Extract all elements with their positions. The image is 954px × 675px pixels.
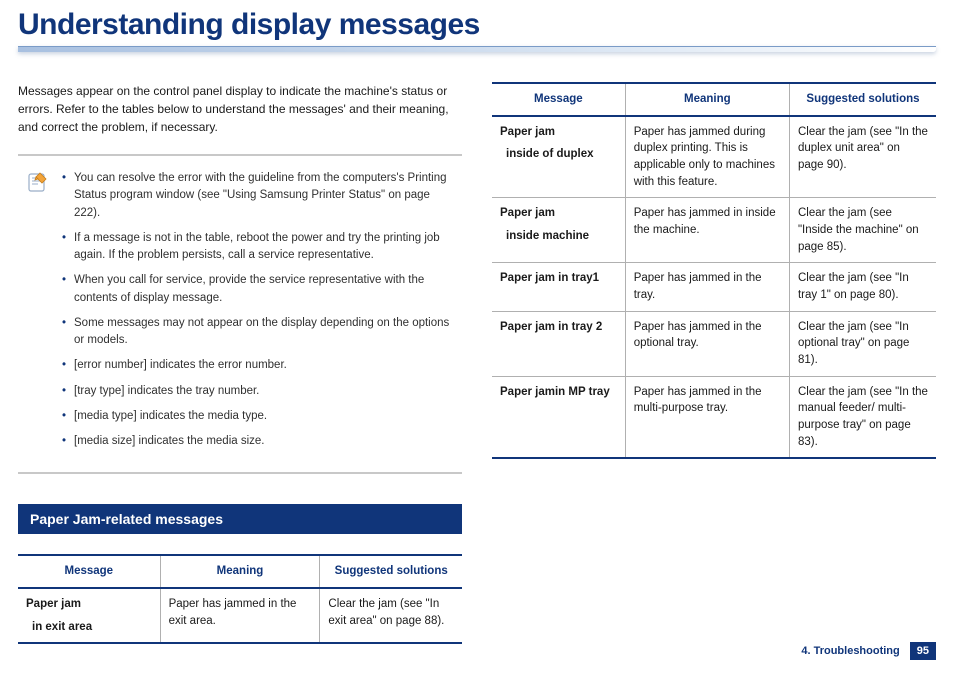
cell-message: Paper jam in tray 2 [492,311,625,376]
note-list: You can resolve the error with the guide… [60,170,454,458]
cell-meaning: Paper has jammed in the tray. [625,263,789,311]
cell-message: Paper jam in exit area [18,588,160,643]
table-row: Paper jam inside machine Paper has jamme… [492,198,936,263]
cell-message: Paper jam inside machine [492,198,625,263]
table-header-meaning: Meaning [625,83,789,116]
cell-solutions: Clear the jam (see "In exit area" on pag… [320,588,462,643]
cell-message: Paper jam inside of duplex [492,116,625,198]
messages-table-right: Message Meaning Suggested solutions Pape… [492,82,936,459]
note-item: [error number] indicates the error numbe… [60,357,454,374]
note-item: When you call for service, provide the s… [60,272,454,307]
messages-table-left: Message Meaning Suggested solutions Pape… [18,554,462,644]
cell-meaning: Paper has jammed during duplex printing.… [625,116,789,198]
note-item: Some messages may not appear on the disp… [60,315,454,350]
footer-chapter: 4. Troubleshooting [801,645,899,657]
table-row: Paper jam in tray1 Paper has jammed in t… [492,263,936,311]
cell-message: Paper jamin MP tray [492,376,625,458]
two-column-layout: Messages appear on the control panel dis… [18,82,936,644]
right-column: Message Meaning Suggested solutions Pape… [492,82,936,644]
cell-message: Paper jam in tray1 [492,263,625,311]
cell-meaning: Paper has jammed in the multi-purpose tr… [625,376,789,458]
cell-solutions: Clear the jam (see "In the manual feeder… [789,376,936,458]
note-item: [tray type] indicates the tray number. [60,383,454,400]
page-title: Understanding display messages [18,8,936,42]
cell-solutions: Clear the jam (see "Inside the machine" … [789,198,936,263]
table-row: Paper jam in exit area Paper has jammed … [18,588,462,643]
section-heading: Paper Jam-related messages [18,504,462,534]
table-row: Paper jam in tray 2 Paper has jammed in … [492,311,936,376]
cell-meaning: Paper has jammed in inside the machine. [625,198,789,263]
page-container: Understanding display messages Messages … [0,0,954,644]
table-header-message: Message [18,555,160,588]
left-column: Messages appear on the control panel dis… [18,82,462,644]
table-header-solutions: Suggested solutions [789,83,936,116]
note-icon [26,170,50,194]
note-item: You can resolve the error with the guide… [60,170,454,222]
table-header-message: Message [492,83,625,116]
note-item: [media size] indicates the media size. [60,433,454,450]
intro-paragraph: Messages appear on the control panel dis… [18,82,462,136]
footer-page-number: 95 [910,642,936,660]
cell-solutions: Clear the jam (see "In tray 1" on page 8… [789,263,936,311]
cell-meaning: Paper has jammed in the optional tray. [625,311,789,376]
note-box: You can resolve the error with the guide… [18,154,462,474]
cell-meaning: Paper has jammed in the exit area. [160,588,320,643]
note-item: [media type] indicates the media type. [60,408,454,425]
table-row: Paper jamin MP tray Paper has jammed in … [492,376,936,458]
note-item: If a message is not in the table, reboot… [60,230,454,265]
title-underline [18,46,936,52]
cell-solutions: Clear the jam (see "In optional tray" on… [789,311,936,376]
cell-solutions: Clear the jam (see "In the duplex unit a… [789,116,936,198]
page-footer: 4. Troubleshooting 95 [801,642,936,660]
table-header-solutions: Suggested solutions [320,555,462,588]
table-row: Paper jam inside of duplex Paper has jam… [492,116,936,198]
table-header-meaning: Meaning [160,555,320,588]
